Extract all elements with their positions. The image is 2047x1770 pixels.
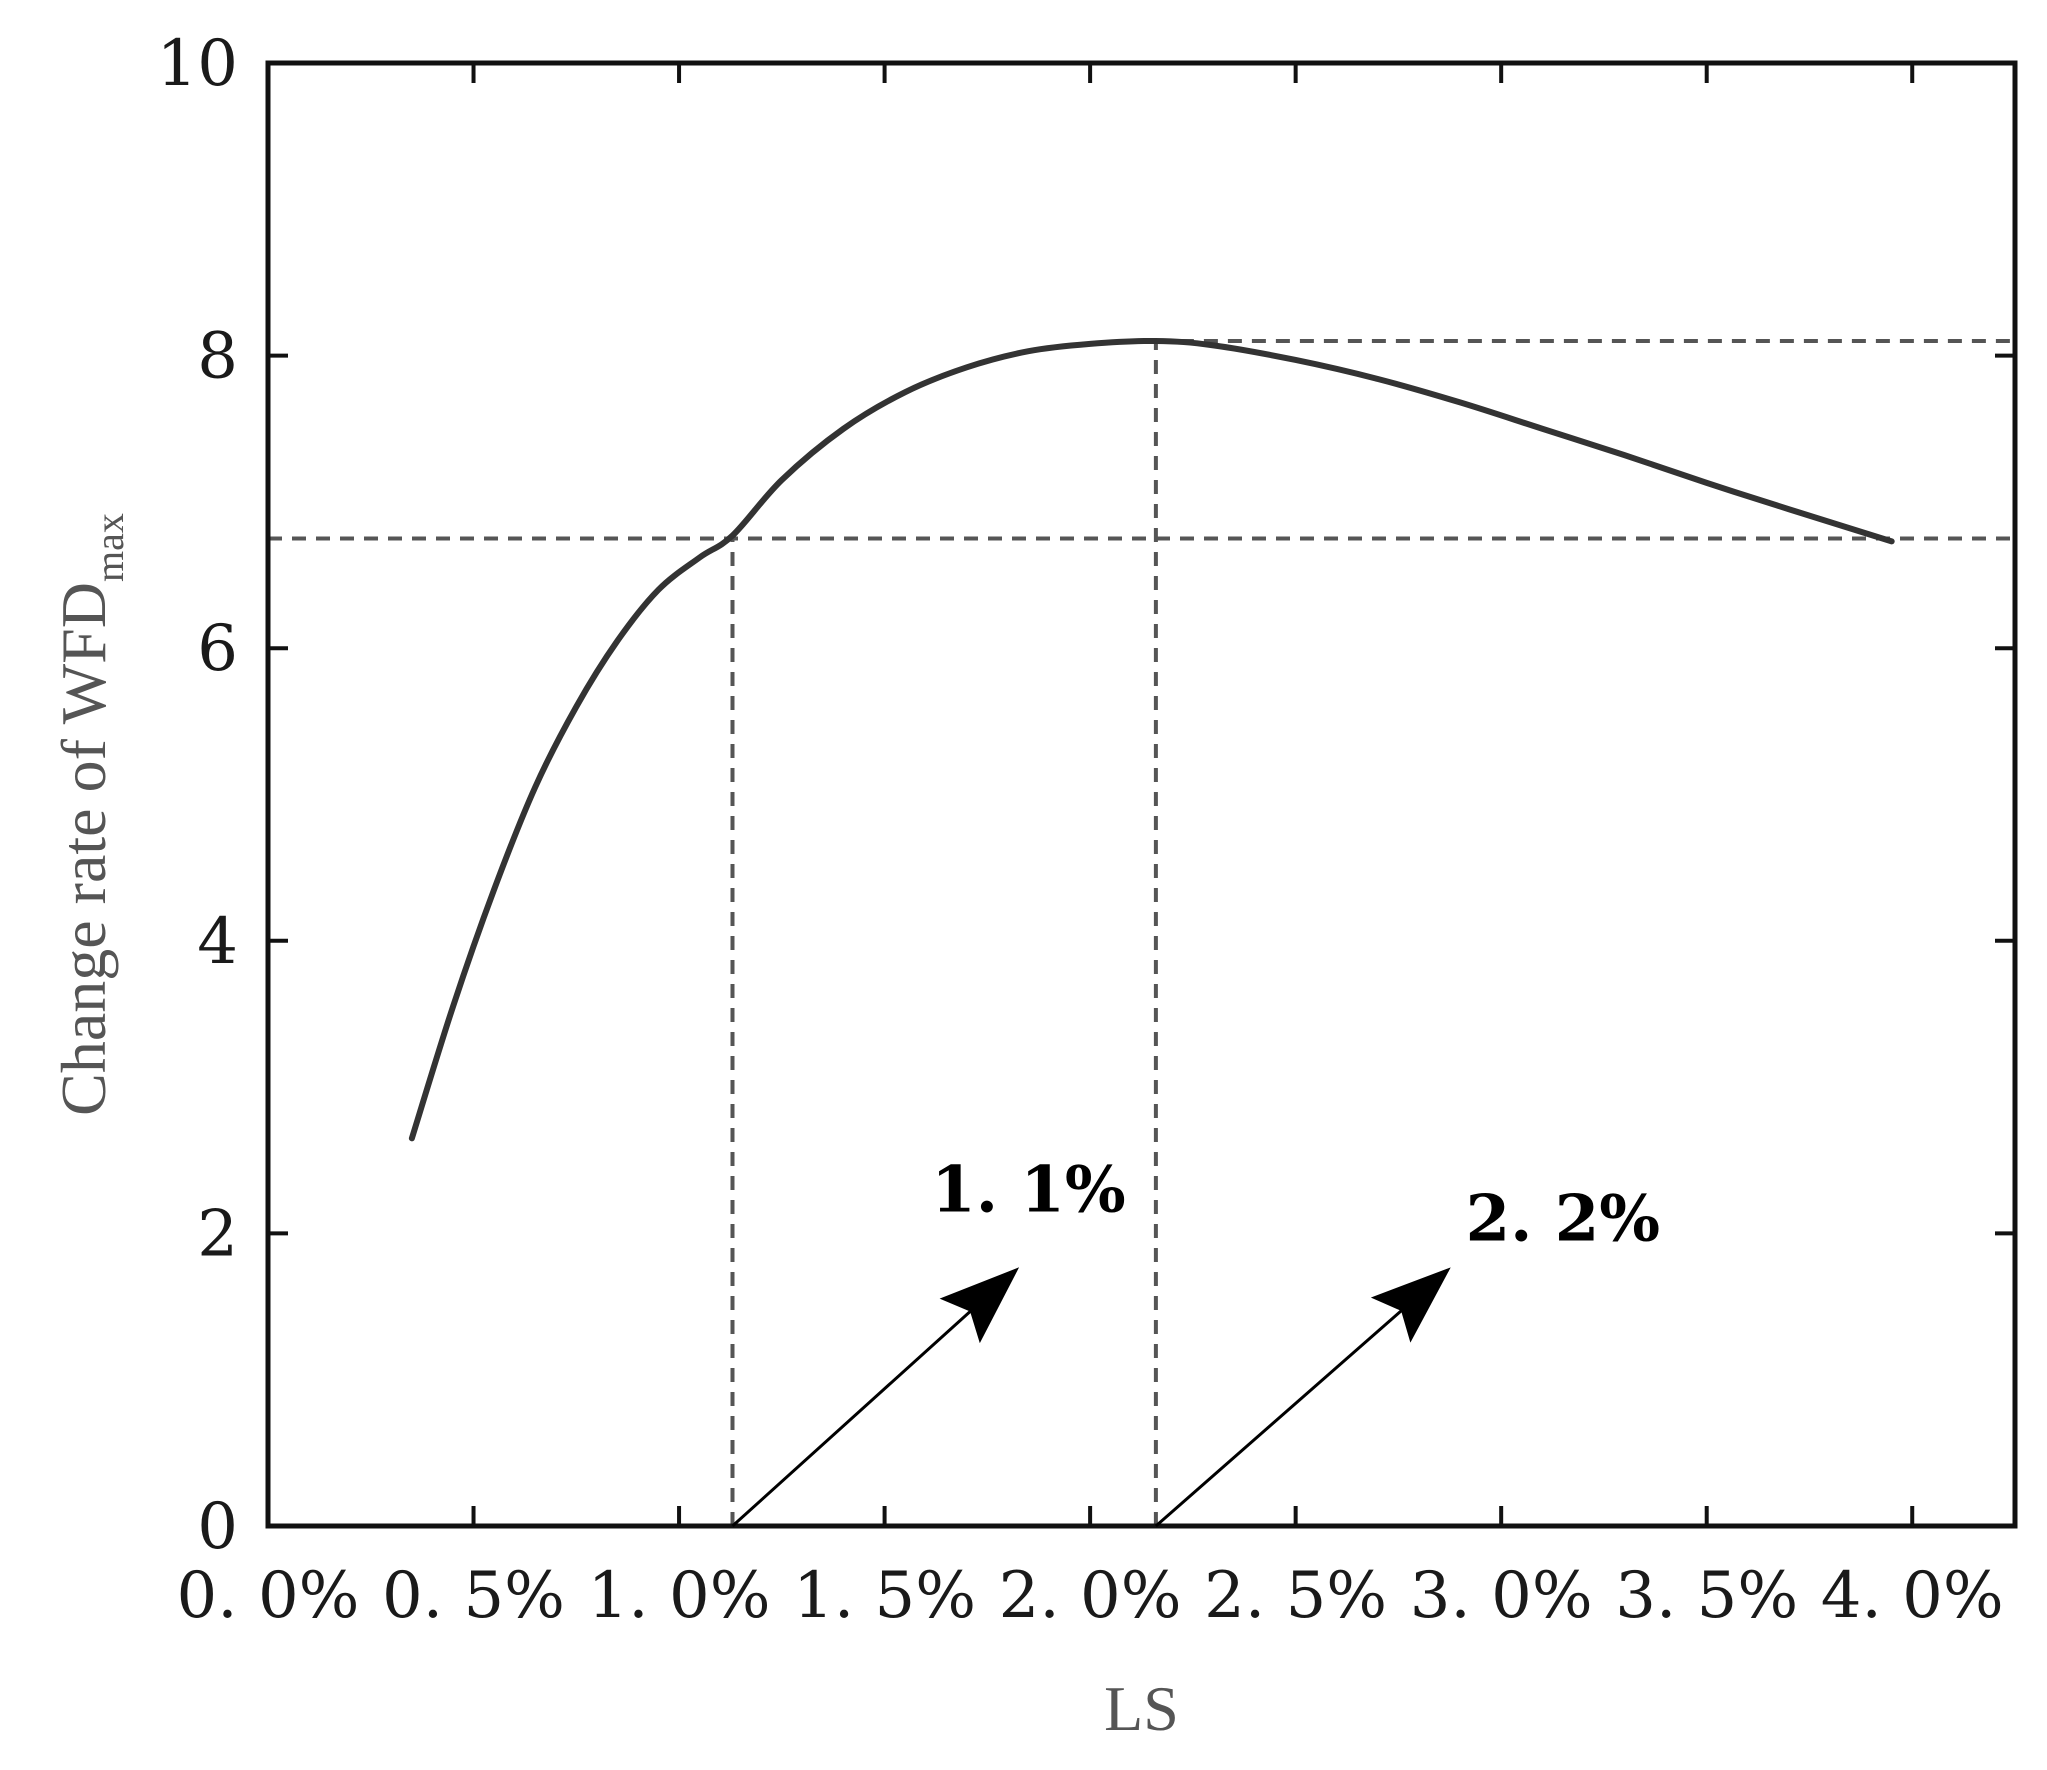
x-tick-label: 2. 5% xyxy=(1204,1559,1387,1633)
y-axis-title-main: Change rate of WFD xyxy=(48,582,119,1116)
x-tick-label: 3. 0% xyxy=(1410,1559,1593,1633)
annotations: 1. 1% 2. 2% xyxy=(731,1152,1660,1528)
x-axis-title: LS xyxy=(1104,1673,1179,1744)
y-tick-label: 2 xyxy=(197,1197,238,1271)
annotation-label: 2. 2% xyxy=(1466,1182,1660,1257)
y-tick-label: 10 xyxy=(157,27,238,101)
y-tick-label: 0 xyxy=(197,1490,238,1564)
y-axis-title-subscript: max xyxy=(87,513,132,582)
x-tick-label: 4. 0% xyxy=(1821,1559,2004,1633)
y-tick-label: 6 xyxy=(197,612,238,686)
annotation-arrow xyxy=(731,1267,1020,1528)
plot-frame xyxy=(265,60,2018,1529)
x-tick-label: 1. 0% xyxy=(588,1559,771,1633)
x-tick-labels: 0. 0% 0. 5% 1. 0% 1. 5% 2. 0% 2. 5% 3. 0% 3. 5%… xyxy=(177,1559,2004,1633)
y-tick-labels: 0 2 4 6 8 10 xyxy=(157,27,238,1564)
y-tick-label: 4 xyxy=(197,905,238,979)
x-tick-label: 1. 5% xyxy=(793,1559,976,1633)
axis-ticks xyxy=(266,61,2015,1528)
annotation-arrow xyxy=(1154,1267,1451,1528)
data-curve xyxy=(408,337,1895,1142)
y-axis-title: Change rate of WFDmax xyxy=(48,513,132,1116)
x-tick-label: 0. 0% xyxy=(177,1559,360,1633)
x-tick-label: 2. 0% xyxy=(999,1559,1182,1633)
y-tick-label: 8 xyxy=(197,320,238,394)
x-tick-label: 3. 5% xyxy=(1615,1559,1798,1633)
x-tick-label: 0. 5% xyxy=(382,1559,565,1633)
annotation-label: 1. 1% xyxy=(931,1152,1125,1227)
reference-lines xyxy=(268,338,2015,1526)
